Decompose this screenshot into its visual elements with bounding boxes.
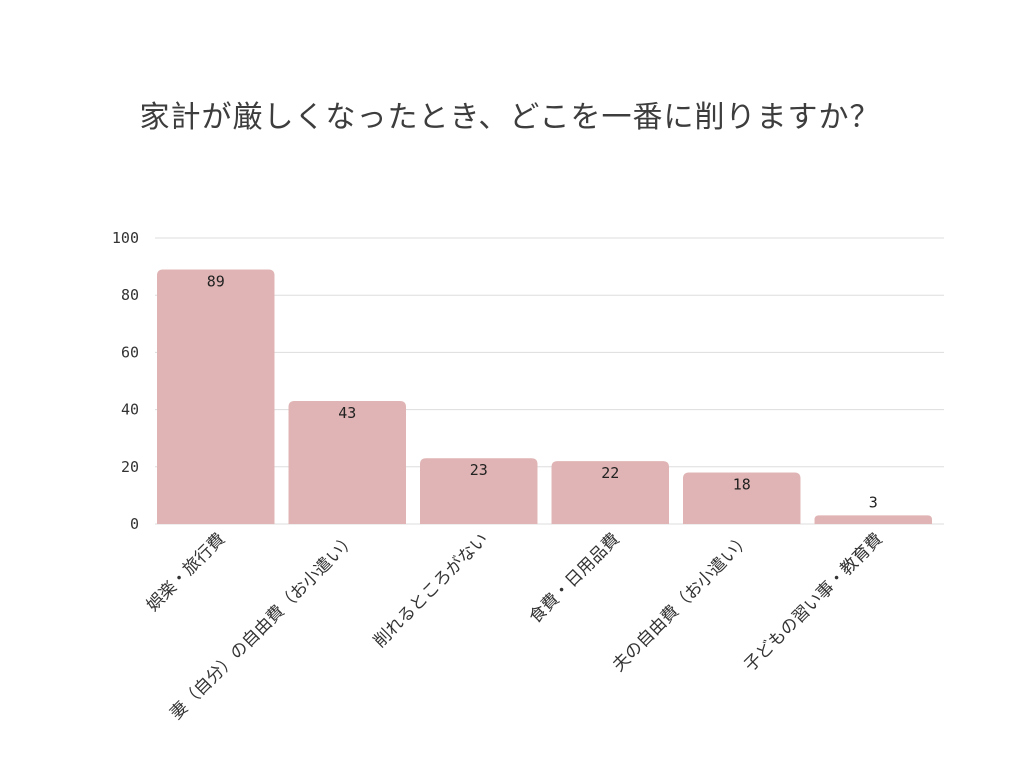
bar xyxy=(157,269,275,524)
y-tick-label: 20 xyxy=(121,458,139,476)
x-tick-label: 夫の自由費（お小遣い） xyxy=(609,529,755,675)
y-tick-label: 80 xyxy=(121,286,139,304)
grid xyxy=(155,237,944,525)
y-axis: 0 20 40 60 80 100 xyxy=(112,229,139,533)
y-tick-label: 0 xyxy=(130,515,139,533)
x-tick-label: 娯楽・旅行費 xyxy=(143,529,229,615)
bar xyxy=(420,458,538,524)
data-label: 22 xyxy=(601,464,619,482)
x-tick-label: 子どもの習い事・教育費 xyxy=(740,529,886,675)
y-tick-label: 40 xyxy=(121,401,139,419)
y-tick-label: 60 xyxy=(121,343,139,361)
bars: 89 43 23 22 18 3 xyxy=(157,269,932,524)
data-label: 23 xyxy=(470,461,488,479)
bar xyxy=(551,461,669,524)
x-tick-label: 食費・日用品費 xyxy=(525,529,623,627)
data-label: 43 xyxy=(338,404,356,422)
data-label: 3 xyxy=(869,493,878,511)
data-label: 18 xyxy=(733,476,751,494)
bar xyxy=(683,472,801,524)
data-label: 89 xyxy=(207,272,225,290)
bar xyxy=(814,515,932,524)
chart-title: 家計が厳しくなったとき、どこを一番に削りますか？ xyxy=(140,100,881,135)
x-tick-label: 削れるところがない xyxy=(370,529,492,651)
y-tick-label: 100 xyxy=(112,229,139,247)
bar xyxy=(288,401,406,524)
